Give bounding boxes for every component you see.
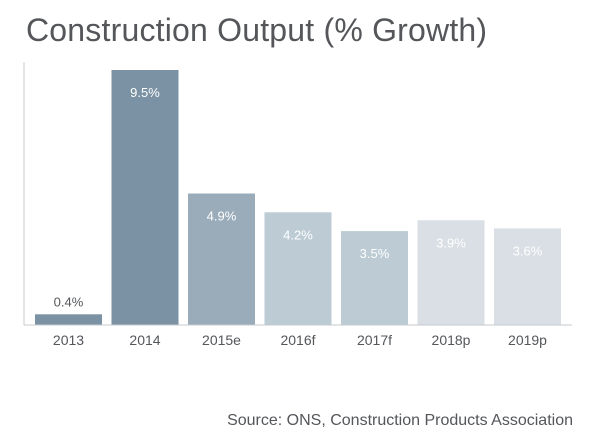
bar-2018p <box>417 220 485 325</box>
data-label-2014: 9.5% <box>130 85 160 100</box>
data-labels: 0.4% 9.5% 4.9% 4.2% 3.5% 3.9% 3.6% <box>54 85 543 309</box>
data-label-2016f: 4.2% <box>283 227 313 242</box>
bar-2019p <box>494 228 561 325</box>
bar-2015e <box>188 193 255 325</box>
bar-2017f <box>341 231 408 325</box>
tick-label-2019p: 2019p <box>508 332 547 348</box>
tick-label-2015e: 2015e <box>202 332 241 348</box>
x-tick-labels: 2013 2014 2015e 2016f 2017f 2018p 2019p <box>53 332 547 348</box>
tick-label-2013: 2013 <box>53 332 84 348</box>
chart-title: Construction Output (% Growth) <box>26 12 488 48</box>
bar-2014 <box>111 70 179 325</box>
tick-label-2014: 2014 <box>129 332 160 348</box>
tick-label-2017f: 2017f <box>357 332 392 348</box>
tick-label-2018p: 2018p <box>432 332 471 348</box>
source-note: Source: ONS, Construction Products Assoc… <box>227 412 573 429</box>
data-label-2019p: 3.6% <box>513 243 543 258</box>
data-label-2015e: 4.9% <box>207 209 237 224</box>
tick-label-2016f: 2016f <box>280 332 315 348</box>
data-label-2013: 0.4% <box>54 294 84 309</box>
bar-2016f <box>264 212 332 325</box>
data-label-2018p: 3.9% <box>436 235 466 250</box>
bar-2013 <box>35 314 102 325</box>
bars-group <box>35 70 561 325</box>
data-label-2017f: 3.5% <box>360 246 390 261</box>
